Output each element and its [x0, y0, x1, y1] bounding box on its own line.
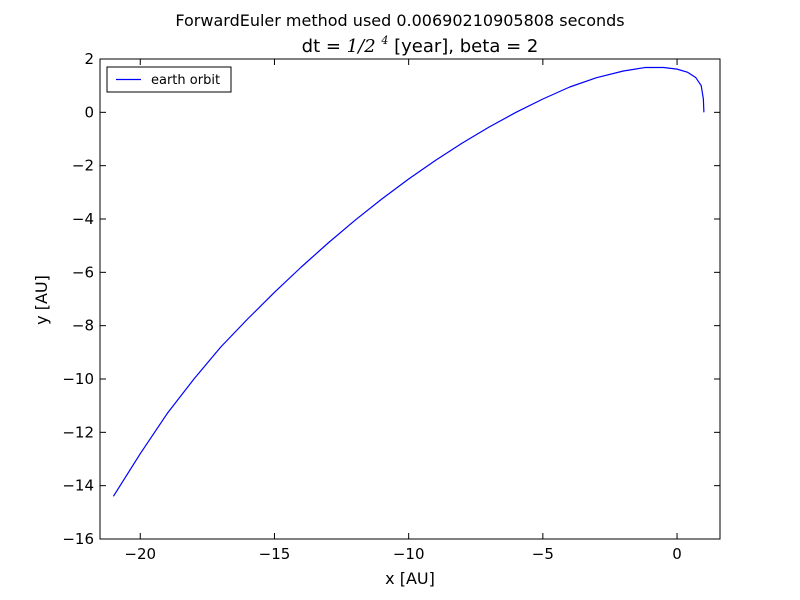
- plot-area: −20 −15 −10 −5 0 2 0 −2 −4 −6 −8 −10 −12 −14 −16: [62, 50, 721, 563]
- y-axis-ticks: 2 0 −2 −4 −6 −8 −10 −12 −14 −16: [62, 50, 720, 548]
- y-tick-label: −6: [72, 263, 94, 281]
- axes-frame: [99, 58, 721, 540]
- y-tick-label: −10: [62, 370, 94, 388]
- series-layer: [112, 66, 705, 497]
- x-tick-label: −15: [259, 545, 291, 563]
- chart-title-math-base: 1/2: [347, 36, 376, 57]
- chart-title-prefix: dt =: [302, 36, 347, 57]
- chart-title-math-exponent: 4: [380, 34, 388, 47]
- x-axis-label: x [AU]: [385, 569, 435, 588]
- y-tick-label: −2: [72, 157, 94, 175]
- y-tick-label: −16: [62, 530, 94, 548]
- x-tick-label: 0: [672, 545, 682, 563]
- x-axis-ticks: −20 −15 −10 −5 0: [124, 59, 682, 563]
- series-line-earth-orbit: [112, 66, 705, 497]
- y-tick-label: −14: [62, 477, 94, 495]
- y-tick-label: −4: [72, 210, 94, 228]
- legend: earth orbit: [106, 66, 232, 93]
- x-tick-label: −5: [532, 545, 554, 563]
- y-tick-label: 2: [84, 50, 94, 68]
- y-tick-label: 0: [84, 103, 94, 121]
- y-tick-label: −8: [72, 317, 94, 335]
- chart-title: dt = 1/2 4 [year], beta = 2: [302, 28, 539, 57]
- legend-label-earth-orbit: earth orbit: [151, 73, 220, 88]
- x-tick-label: −20: [124, 545, 156, 563]
- figure-suptitle: ForwardEuler method used 0.0069021090580…: [175, 11, 624, 30]
- x-tick-label: −10: [393, 545, 425, 563]
- y-axis-label: y [AU]: [32, 275, 51, 325]
- chart-title-suffix: [year], beta = 2: [394, 36, 538, 57]
- y-tick-label: −12: [62, 423, 94, 441]
